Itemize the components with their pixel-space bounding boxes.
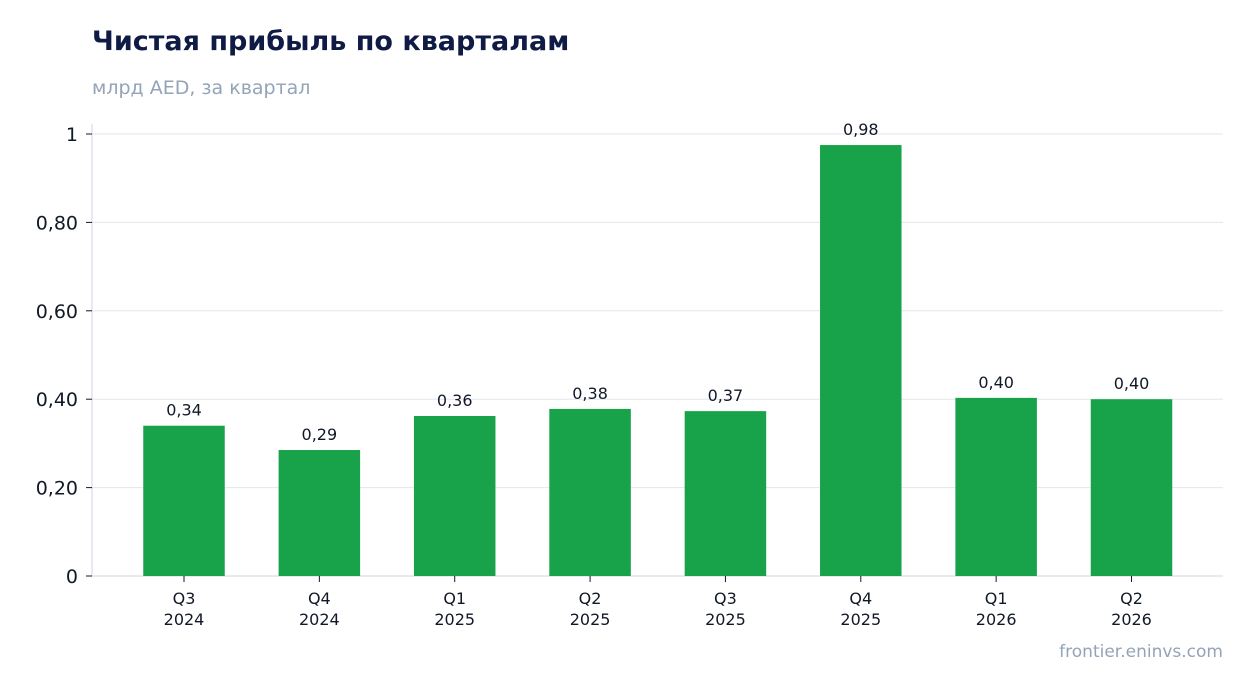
data-label: 0,29 xyxy=(302,425,338,444)
x-tick-label-quarter: Q3 xyxy=(714,589,737,608)
data-label: 0,37 xyxy=(708,386,744,405)
bar xyxy=(278,450,361,576)
y-tick-label: 0 xyxy=(66,566,78,588)
x-tick-label-quarter: Q2 xyxy=(579,589,602,608)
y-axis-ticks: 0 0,20 0,40 0,60 0,80 1 xyxy=(36,124,92,588)
x-tick-label-quarter: Q4 xyxy=(849,589,872,608)
chart-title: Чистая прибыль по кварталам xyxy=(92,26,570,57)
y-tick-label: 0,60 xyxy=(36,301,78,323)
bar xyxy=(143,425,225,576)
bars xyxy=(143,145,1173,577)
x-tick-label-quarter: Q1 xyxy=(985,589,1008,608)
x-tick-label-quarter: Q1 xyxy=(443,589,466,608)
y-tick-label: 0,40 xyxy=(36,389,78,411)
bar xyxy=(955,397,1037,576)
x-tick-label-year: 2025 xyxy=(570,610,611,629)
x-tick-label-quarter: Q4 xyxy=(308,589,331,608)
x-tick-label-year: 2024 xyxy=(164,610,205,629)
x-tick-label-year: 2026 xyxy=(1111,610,1152,629)
bar xyxy=(1090,399,1173,576)
data-labels: 0,34 0,29 0,36 0,38 0,37 0,98 0,40 0,40 xyxy=(166,120,1149,444)
x-axis-ticks: Q3 2024 Q4 2024 Q1 2025 Q2 2025 Q3 2025 Q4 2025 Q1 20… xyxy=(164,576,1152,629)
data-label: 0,34 xyxy=(166,401,202,420)
x-tick-label-year: 2025 xyxy=(840,610,881,629)
bar xyxy=(820,145,902,577)
data-label: 0,40 xyxy=(978,373,1014,392)
data-label: 0,98 xyxy=(843,120,879,139)
data-label: 0,40 xyxy=(1114,374,1150,393)
y-tick-label: 1 xyxy=(66,124,78,146)
y-tick-label: 0,80 xyxy=(36,212,78,234)
x-tick-label-quarter: Q2 xyxy=(1120,589,1143,608)
x-tick-label-quarter: Q3 xyxy=(173,589,196,608)
x-tick-label-year: 2025 xyxy=(434,610,475,629)
data-label: 0,36 xyxy=(437,391,473,410)
y-tick-label: 0,20 xyxy=(36,478,78,500)
x-tick-label-year: 2025 xyxy=(705,610,746,629)
grid-lines xyxy=(92,133,1223,489)
x-tick-label-year: 2026 xyxy=(976,610,1017,629)
chart-subtitle: млрд AED, за квартал xyxy=(92,77,311,99)
axes xyxy=(91,124,1223,577)
bar xyxy=(413,415,496,576)
x-tick-label-year: 2024 xyxy=(299,610,340,629)
bar xyxy=(549,408,631,576)
bar xyxy=(684,411,767,576)
data-label: 0,38 xyxy=(572,384,608,403)
source-label: frontier.eninvs.com xyxy=(1059,642,1223,662)
